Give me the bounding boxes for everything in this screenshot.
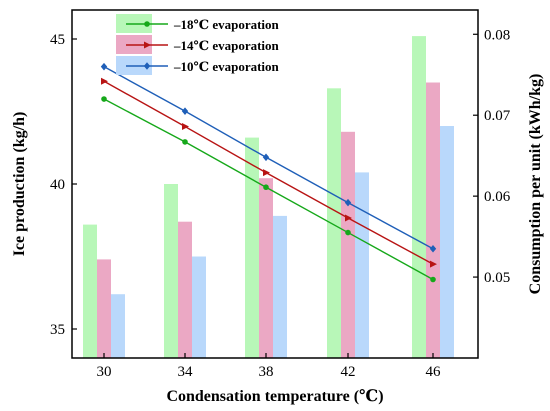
bar-s2-38 (259, 178, 273, 358)
y-right-tick-label: 0.05 (484, 270, 510, 286)
legend-marker-3 (143, 62, 151, 70)
point-s1-46 (430, 276, 436, 283)
x-tick-label: 46 (426, 364, 442, 380)
bars-layer (83, 36, 454, 359)
legend: –18℃ evaporation –14℃ evaporation –10℃ eva… (116, 14, 280, 75)
x-axis-title: Condensation temperature (℃) (166, 388, 383, 405)
point-s1-30 (101, 96, 107, 102)
bar-s3-30 (111, 294, 125, 358)
x-tick-label: 42 (341, 364, 356, 380)
legend-marker-2 (144, 41, 151, 49)
y-left-tick-label: 40 (50, 177, 65, 193)
legend-marker-1 (144, 21, 150, 27)
point-s3-30 (100, 62, 108, 71)
bar-s2-46 (426, 82, 440, 358)
point-s2-30 (101, 77, 108, 85)
point-s2-42 (345, 214, 352, 222)
lines-layer (100, 62, 437, 283)
y-axis-left-title: Ice production (kg/h) (11, 112, 28, 257)
bar-s1-42 (327, 88, 341, 359)
bar-s3-46 (440, 126, 454, 358)
y-right-tick-label: 0.07 (484, 108, 511, 124)
bar-s1-34 (164, 184, 178, 358)
point-s3-42 (344, 198, 352, 207)
bar-s1-38 (245, 137, 259, 358)
y-left-tick-label: 45 (50, 32, 65, 48)
point-s1-42 (345, 229, 351, 236)
point-s2-34 (182, 123, 189, 131)
ticks-layer: 35 40 45 0.05 0.06 0.07 0.08 30 34 38 42 46 (50, 27, 511, 380)
bar-s2-30 (97, 259, 111, 358)
y-axis-right-title: Consumption per unit (kWh/kg) (527, 74, 544, 295)
legend-label-2: –14℃ evaporation (173, 38, 280, 53)
point-s1-34 (182, 139, 188, 145)
point-s3-38 (262, 153, 270, 162)
point-s2-38 (263, 169, 270, 177)
bar-s3-34 (192, 256, 206, 358)
x-tick-label: 38 (259, 364, 274, 380)
legend-label-1: –18℃ evaporation (173, 17, 280, 32)
bar-s2-42 (341, 131, 355, 358)
bar-s1-46 (412, 36, 426, 358)
y-right-tick-label: 0.06 (484, 189, 511, 205)
y-left-tick-label: 35 (50, 322, 65, 338)
x-tick-label: 34 (178, 364, 194, 380)
bar-s3-38 (273, 215, 287, 358)
point-s3-46 (429, 244, 437, 253)
point-s3-34 (181, 107, 189, 115)
point-s1-38 (263, 184, 269, 191)
legend-label-3: –10℃ evaporation (173, 59, 280, 74)
y-right-tick-label: 0.08 (484, 27, 510, 43)
x-tick-label: 30 (97, 364, 112, 380)
bar-s3-42 (355, 172, 369, 358)
bar-s2-34 (178, 221, 192, 358)
bar-s1-30 (83, 224, 97, 358)
point-s2-46 (430, 260, 437, 268)
